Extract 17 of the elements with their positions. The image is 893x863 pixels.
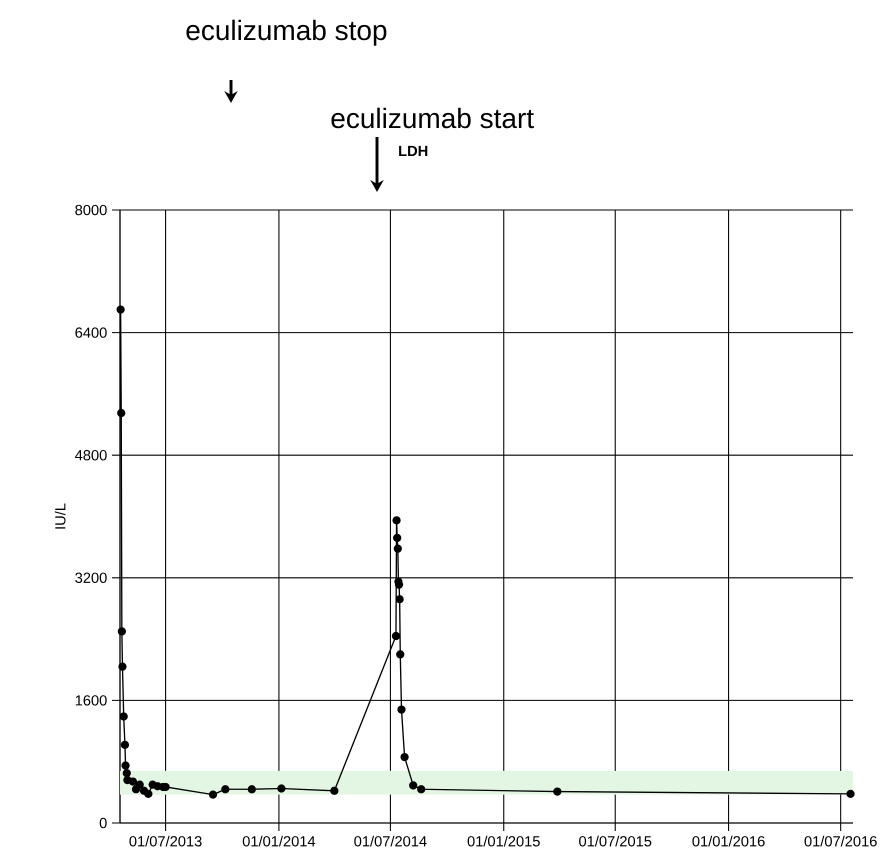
text: eculizumab start	[331, 108, 534, 128]
y-axis-title: IU/L	[54, 504, 66, 529]
chart-title: LDH	[399, 146, 428, 156]
text: eculizumab stop	[186, 20, 386, 46]
x-tick-label: 01/01/2014	[242, 836, 316, 846]
x-tick-label: 01/07/2015	[579, 836, 652, 846]
x-tick-label: 01/07/2016	[804, 836, 877, 846]
y-tick-label: 4800	[75, 450, 107, 460]
x-tick-label: 01/07/2014	[354, 836, 427, 846]
y-tick-label: 0	[100, 818, 107, 828]
y-tick-label: 8000	[75, 204, 107, 216]
y-tick-label: 6400	[75, 327, 107, 338]
y-tick-label: 1600	[76, 695, 107, 706]
x-tick-label: 01/01/2015	[468, 836, 540, 846]
x-tick-label: 01/01/2016	[692, 836, 765, 846]
x-tick-label: 01/07/2013	[129, 836, 202, 846]
y-tick-label: 3200	[75, 572, 107, 583]
